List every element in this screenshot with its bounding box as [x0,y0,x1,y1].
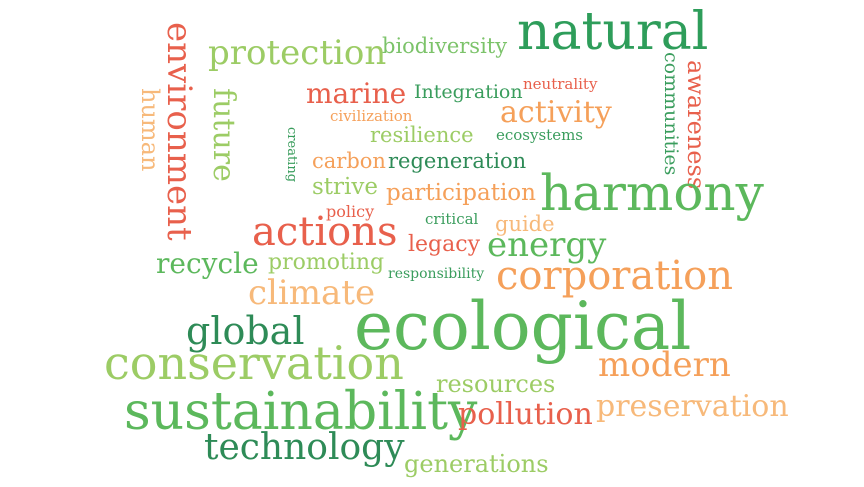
word-sustainability: sustainability [124,382,478,442]
word-regeneration: regeneration [388,149,527,173]
word-biodiversity: biodiversity [382,34,508,58]
word-recycle: recycle [156,247,259,280]
word-energy: energy [487,225,607,265]
word-actions: actions [252,209,398,255]
word-human: human [136,88,164,172]
word-conservation: conservation [104,336,404,390]
word-resilience: resilience [370,123,474,147]
word-neutrality: neutrality [523,75,598,93]
word-natural: natural [517,2,709,62]
word-marine: marine [306,77,407,110]
word-legacy: legacy [408,232,481,257]
word-carbon: carbon [312,149,386,173]
word-participation: participation [386,180,536,206]
word-policy: policy [326,202,375,221]
word-environment: environment [159,22,199,241]
word-modern: modern [598,345,731,385]
word-global: global [186,309,305,353]
word-integration: Integration [414,81,523,103]
word-responsibility: responsibility [388,266,485,282]
word-technology: technology [204,427,405,468]
word-protection: protection [208,33,387,73]
word-activity: activity [500,95,612,130]
word-future: future [206,88,241,182]
word-preservation: preservation [596,389,789,424]
word-creating: creating [284,127,299,183]
word-promoting: promoting [268,250,385,275]
word-strive: strive [312,174,379,200]
word-corporation: corporation [496,253,733,299]
word-guide: guide [495,212,555,236]
word-pollution: pollution [458,397,593,432]
word-critical: critical [425,210,479,228]
word-ecosystems: ecosystems [496,126,584,144]
word-resources: resources [436,370,556,398]
word-ecological: ecological [354,288,692,365]
word-communities: communities [660,52,682,176]
word-civilization: civilization [330,107,413,125]
word-generations: generations [404,450,549,478]
word-harmony: harmony [540,164,764,222]
word-climate: climate [248,273,376,313]
